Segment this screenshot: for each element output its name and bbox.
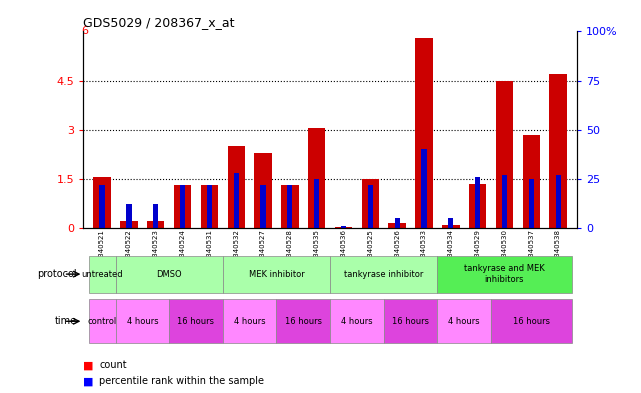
FancyBboxPatch shape: [491, 299, 572, 343]
Bar: [556, 175, 561, 228]
Bar: [281, 185, 299, 228]
Bar: [549, 74, 567, 228]
Bar: [147, 221, 165, 228]
Text: ■: ■: [83, 360, 94, 371]
Text: 16 hours: 16 hours: [285, 317, 322, 326]
FancyBboxPatch shape: [115, 255, 223, 293]
Bar: [442, 225, 460, 228]
FancyBboxPatch shape: [330, 255, 437, 293]
Bar: [180, 185, 185, 228]
Bar: [415, 38, 433, 228]
Text: MEK inhibitor: MEK inhibitor: [249, 270, 304, 279]
Bar: [99, 185, 104, 228]
Text: 4 hours: 4 hours: [126, 317, 158, 326]
FancyBboxPatch shape: [88, 299, 115, 343]
Text: tankyrase and MEK
inhibitors: tankyrase and MEK inhibitors: [464, 264, 545, 284]
Bar: [475, 177, 480, 228]
Bar: [228, 146, 245, 228]
Bar: [469, 184, 487, 228]
Text: 4 hours: 4 hours: [341, 317, 373, 326]
Text: 4 hours: 4 hours: [234, 317, 265, 326]
Text: count: count: [99, 360, 127, 371]
Bar: [201, 185, 218, 228]
Text: 6: 6: [81, 26, 88, 37]
Text: 16 hours: 16 hours: [392, 317, 429, 326]
Bar: [287, 185, 292, 228]
Bar: [395, 218, 400, 228]
FancyBboxPatch shape: [437, 299, 491, 343]
Bar: [233, 173, 239, 228]
Text: control: control: [87, 317, 117, 326]
Bar: [121, 221, 138, 228]
Bar: [207, 185, 212, 228]
Bar: [368, 185, 373, 228]
Bar: [522, 134, 540, 228]
FancyBboxPatch shape: [223, 255, 330, 293]
Bar: [529, 179, 534, 228]
Bar: [174, 185, 191, 228]
Bar: [335, 227, 353, 228]
Bar: [260, 185, 265, 228]
FancyBboxPatch shape: [223, 299, 276, 343]
FancyBboxPatch shape: [88, 255, 115, 293]
Text: protocol: protocol: [37, 269, 77, 279]
Bar: [421, 149, 427, 228]
Bar: [308, 128, 326, 228]
Bar: [388, 223, 406, 228]
Bar: [362, 179, 379, 228]
Bar: [502, 175, 507, 228]
Text: time: time: [54, 316, 77, 326]
Text: untreated: untreated: [81, 270, 123, 279]
Bar: [495, 81, 513, 228]
FancyBboxPatch shape: [437, 255, 572, 293]
Text: 4 hours: 4 hours: [449, 317, 480, 326]
Bar: [314, 179, 319, 228]
Text: ■: ■: [83, 376, 94, 386]
FancyBboxPatch shape: [115, 299, 169, 343]
Text: 16 hours: 16 hours: [513, 317, 550, 326]
Bar: [153, 204, 158, 228]
Text: percentile rank within the sample: percentile rank within the sample: [99, 376, 264, 386]
FancyBboxPatch shape: [330, 299, 384, 343]
Text: 16 hours: 16 hours: [178, 317, 215, 326]
Text: DMSO: DMSO: [156, 270, 182, 279]
FancyBboxPatch shape: [384, 299, 437, 343]
FancyBboxPatch shape: [169, 299, 223, 343]
Bar: [254, 152, 272, 228]
FancyBboxPatch shape: [276, 299, 330, 343]
Bar: [126, 204, 131, 228]
Bar: [94, 177, 111, 228]
Bar: [341, 226, 346, 228]
Text: tankyrase inhibitor: tankyrase inhibitor: [344, 270, 424, 279]
Bar: [448, 218, 453, 228]
Text: GDS5029 / 208367_x_at: GDS5029 / 208367_x_at: [83, 16, 235, 29]
